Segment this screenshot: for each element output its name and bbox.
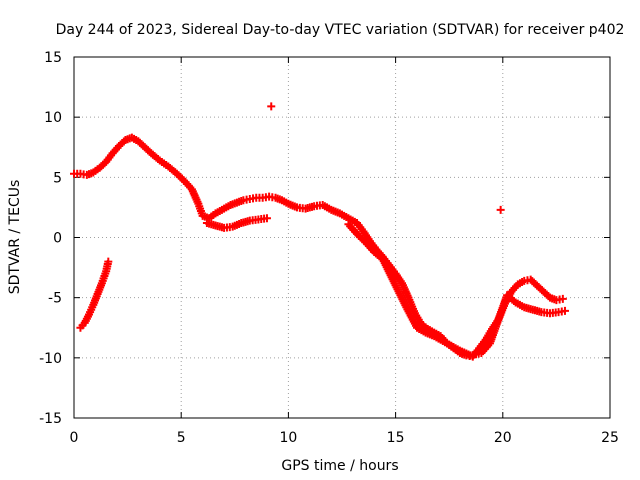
data-point xyxy=(496,205,505,214)
series-sdtvar-outliers xyxy=(267,102,505,214)
y-tick-label: -15 xyxy=(39,411,62,427)
y-tick-label: -10 xyxy=(39,351,62,367)
y-tick-label: 0 xyxy=(53,231,62,247)
grid xyxy=(74,57,610,418)
series-sdtvar-ramp xyxy=(76,257,113,332)
y-tick-label: 10 xyxy=(44,110,62,126)
x-tick-label: 5 xyxy=(177,430,186,446)
data-points xyxy=(70,102,569,361)
tick-labels: 0 5 10 15 20 25 -15 -10 -5 0 5 10 15 xyxy=(39,50,619,446)
data-point xyxy=(560,306,569,315)
axis-ticks xyxy=(73,56,611,419)
x-tick-label: 10 xyxy=(279,430,297,446)
y-tick-label: -5 xyxy=(48,291,62,307)
y-tick-label: 15 xyxy=(44,50,62,66)
x-tick-label: 20 xyxy=(494,430,512,446)
y-tick-label: 5 xyxy=(53,170,62,186)
data-point xyxy=(262,214,271,223)
x-axis-label: GPS time / hours xyxy=(281,458,398,474)
y-axis-label: SDTVAR / TECUs xyxy=(7,180,23,295)
data-point xyxy=(104,257,113,266)
x-tick-label: 25 xyxy=(601,430,619,446)
data-point xyxy=(267,102,276,111)
series-sdtvar-lower-branch xyxy=(202,214,569,360)
chart-title: Day 244 of 2023, Sidereal Day-to-day VTE… xyxy=(56,22,625,38)
x-tick-label: 0 xyxy=(70,430,79,446)
data-point xyxy=(558,294,567,303)
x-tick-label: 15 xyxy=(387,430,405,446)
